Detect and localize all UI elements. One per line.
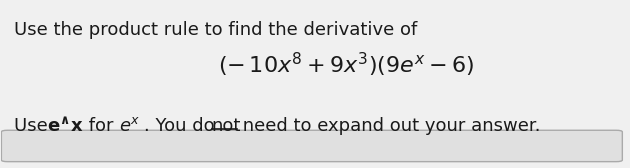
Text: for: for	[83, 117, 119, 135]
Text: Use: Use	[14, 117, 54, 135]
Text: $e^x$: $e^x$	[119, 117, 140, 135]
Text: Use the product rule to find the derivative of: Use the product rule to find the derivat…	[14, 21, 417, 39]
Text: not: not	[212, 117, 241, 135]
Text: $(-\,10x^8+9x^3)(9e^{x}-6)$: $(-\,10x^8+9x^3)(9e^{x}-6)$	[218, 51, 474, 79]
Text: . You do: . You do	[144, 117, 220, 135]
Text: need to expand out your answer.: need to expand out your answer.	[237, 117, 540, 135]
FancyBboxPatch shape	[1, 130, 622, 162]
Text: $\mathbf{e^{\wedge}x}$: $\mathbf{e^{\wedge}x}$	[47, 117, 83, 136]
